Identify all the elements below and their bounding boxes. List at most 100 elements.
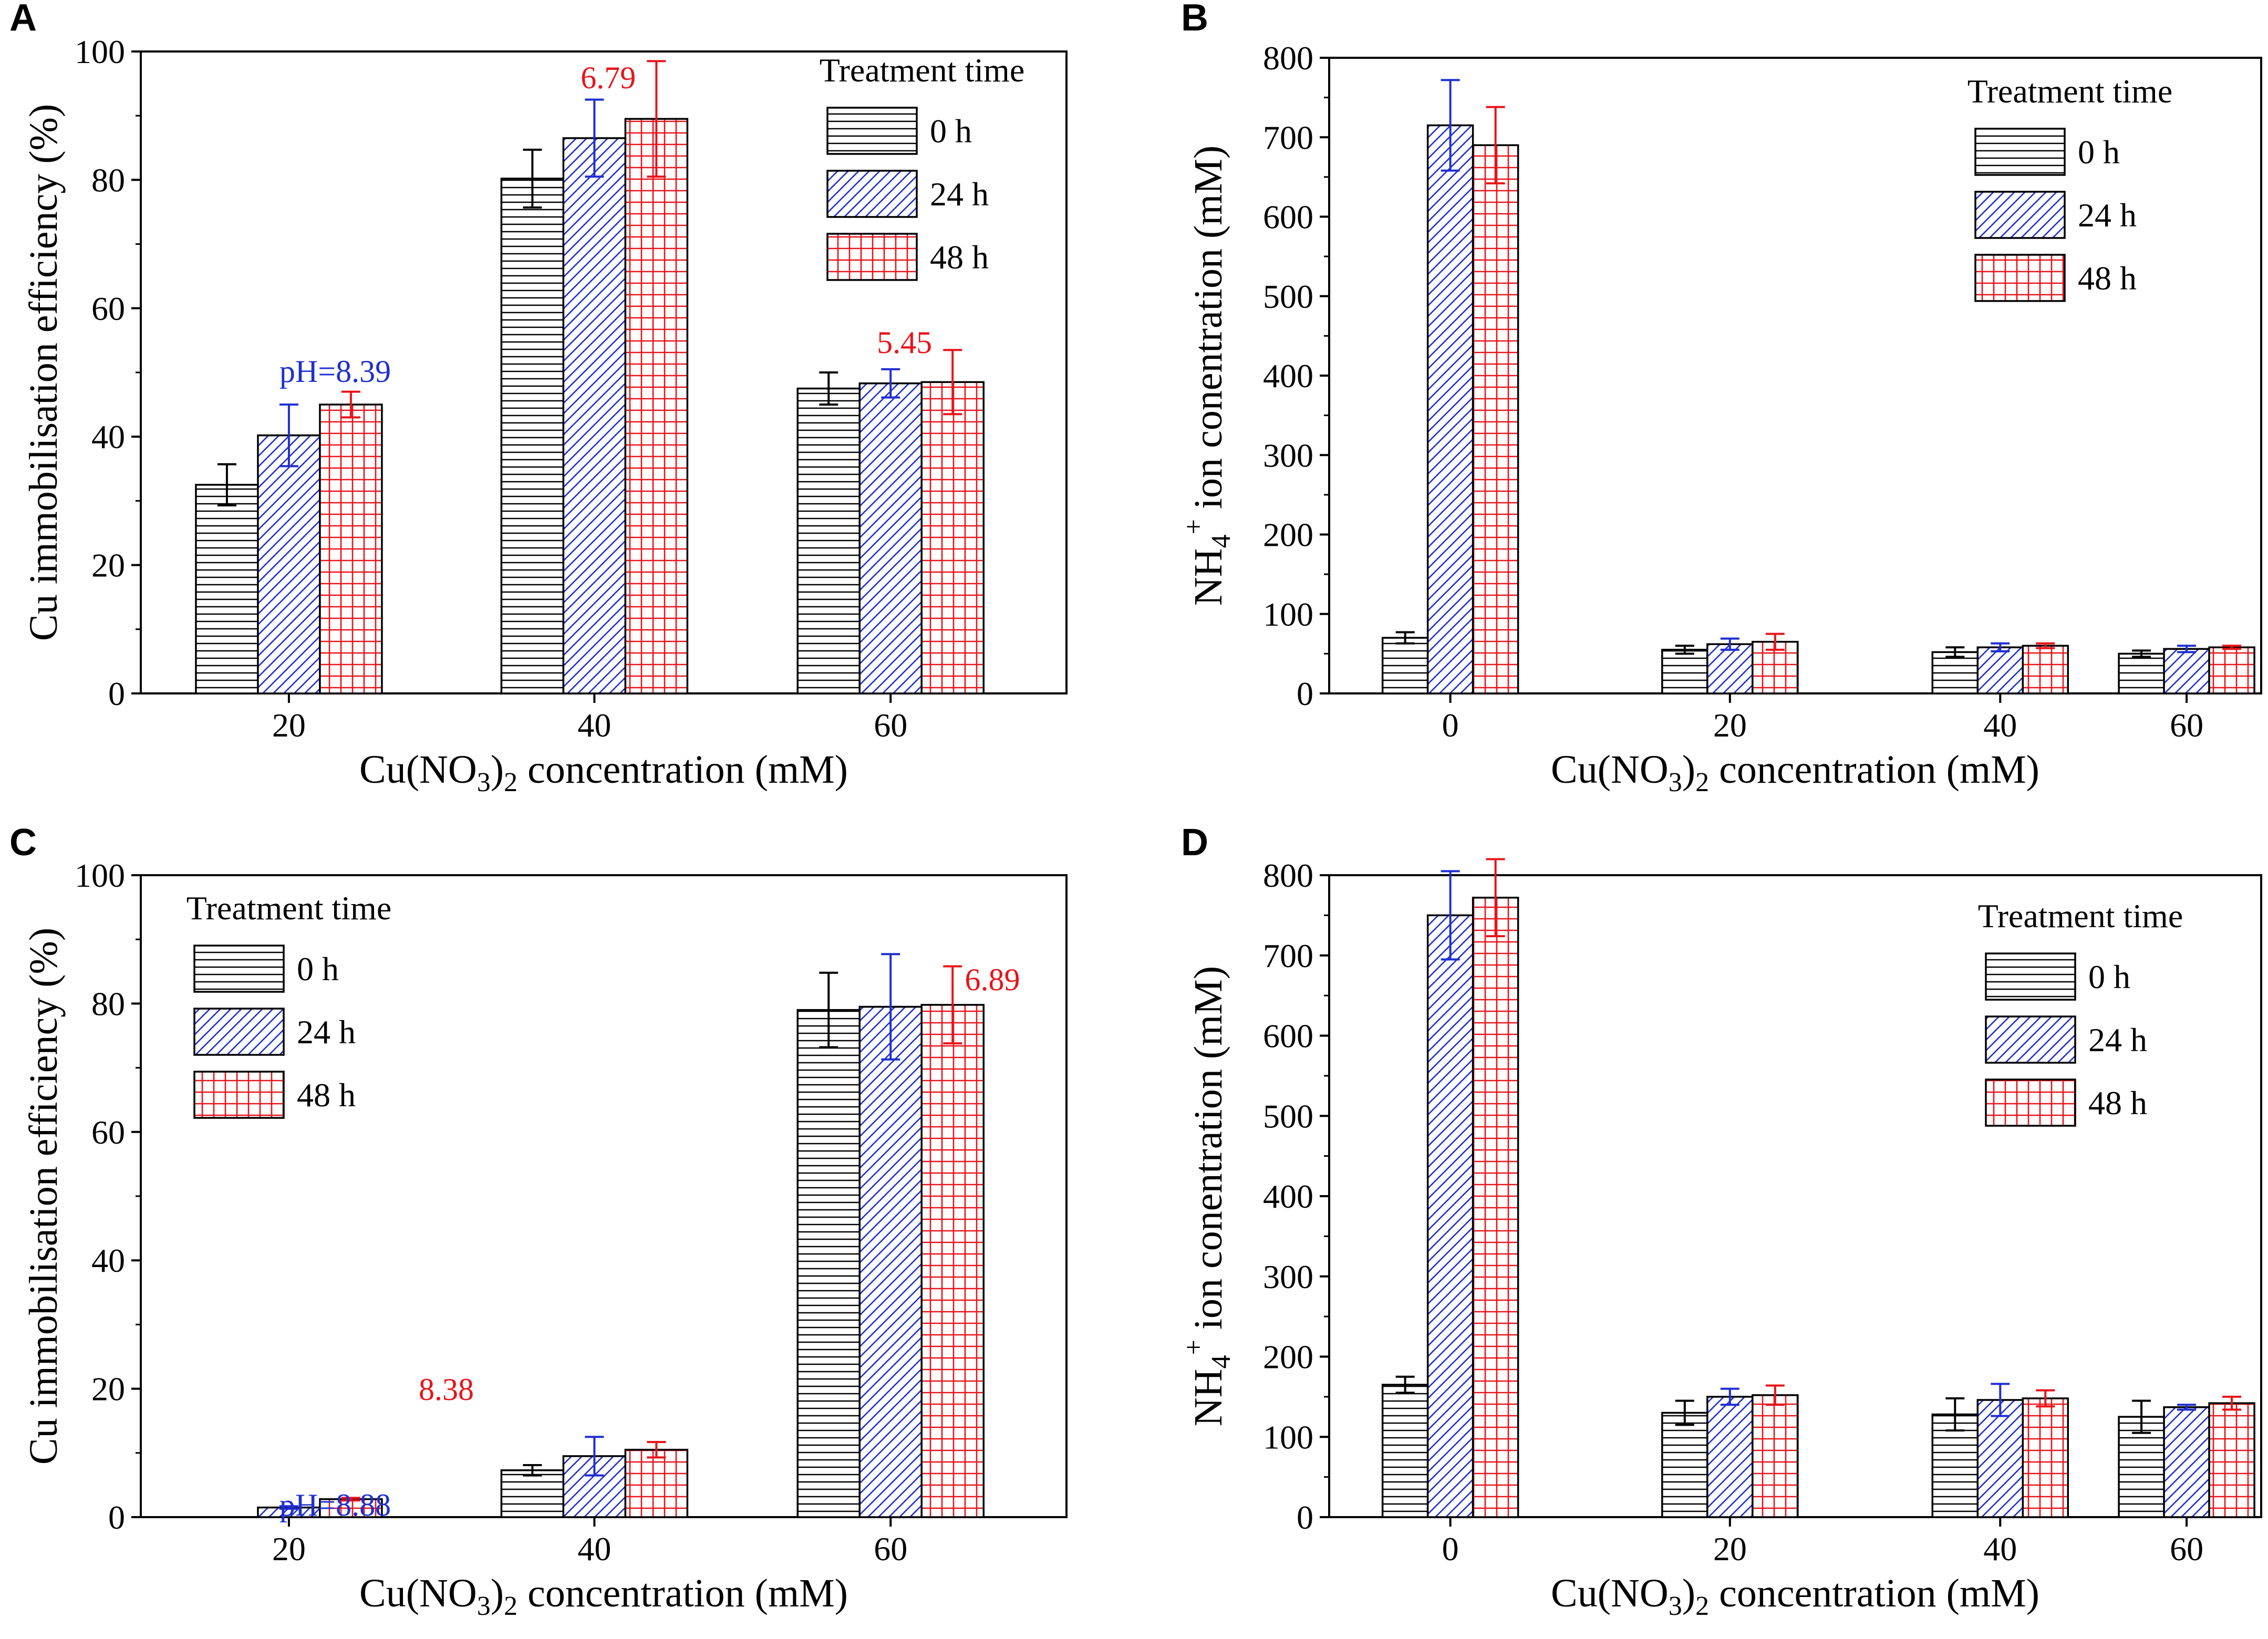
bar-48h — [319, 403, 383, 694]
legend-label: 48 h — [297, 1076, 356, 1114]
x-axis-title-part: 2 — [1695, 767, 1709, 797]
x-axis-title-part: Cu(NO — [359, 1571, 477, 1615]
bar-24h — [1976, 646, 2024, 694]
y-tick-label: 300 — [1263, 437, 1313, 474]
legend-title: Treatment time — [1967, 72, 2172, 110]
x-axis-title-part: 3 — [477, 1591, 491, 1621]
panel-c: C 0 20 40 60 80 100 20 40 60 Cu(NO3)2 concentrati… — [9, 822, 1068, 1621]
x-axis-title: Cu(NO3)2 concentration (mM) — [359, 1571, 848, 1621]
legend-label: 48 h — [2078, 260, 2137, 297]
y-tick-label: 600 — [1263, 1018, 1313, 1055]
ph-annotation: 6.89 — [965, 962, 1020, 997]
bar-48h — [624, 118, 689, 694]
ph-annotation: pH=8.39 — [279, 354, 391, 389]
bar-48h — [2208, 646, 2255, 694]
y-tick-label: 700 — [1263, 119, 1313, 156]
legend-label: 24 h — [297, 1013, 356, 1051]
bar-48h — [920, 1004, 985, 1518]
bar-24h — [1706, 1396, 1754, 1518]
legend-swatch — [826, 107, 918, 155]
x-axis-title-part: Cu(NO — [1551, 1571, 1669, 1615]
x-tick-label: 60 — [874, 707, 907, 744]
x-tick-label: 20 — [272, 1530, 306, 1568]
legend-swatch — [826, 233, 918, 281]
y-tick-label: 800 — [1263, 857, 1313, 894]
x-tick-label: 20 — [272, 707, 306, 744]
legend: Treatment time 0 h 24 h 48 h — [187, 889, 391, 1119]
y-tick-label: 200 — [1263, 1339, 1313, 1376]
x-axis-title-part: 2 — [1695, 1591, 1709, 1621]
bar-24h — [858, 382, 923, 694]
bar-0h — [2118, 652, 2165, 694]
y-tick-label: 700 — [1263, 937, 1313, 974]
x-tick-label: 60 — [2170, 1530, 2203, 1568]
bar-48h — [2022, 645, 2069, 694]
x-tick-label: 40 — [577, 1530, 611, 1568]
bar-0h — [1661, 1412, 1708, 1518]
bar-24h — [562, 137, 627, 694]
bar-0h — [796, 1009, 861, 1518]
panel-letter-d: D — [1181, 822, 1208, 864]
x-axis-title-part: Cu(NO — [359, 748, 477, 792]
panel-letter-b: B — [1181, 0, 1208, 39]
bar-24h — [2163, 648, 2210, 694]
legend-title: Treatment time — [1978, 897, 2183, 935]
y-tick-label: 80 — [91, 985, 125, 1022]
y-tick-label: 300 — [1263, 1258, 1313, 1295]
bar-48h — [624, 1448, 689, 1518]
y-axis-title-part: ion conentration (mM) — [1186, 966, 1230, 1340]
x-axis-title: Cu(NO3)2 concentration (mM) — [359, 748, 848, 797]
y-axis-title: NH4+ ion conentration (mM) — [1179, 966, 1236, 1426]
y-tick-label: 500 — [1263, 278, 1313, 315]
legend-title: Treatment time — [820, 51, 1024, 89]
x-axis-title-part: ) — [1682, 748, 1695, 792]
bar-0h — [1381, 637, 1429, 694]
bar-24h — [1976, 1399, 2024, 1518]
legend-label: 0 h — [2088, 958, 2130, 995]
bar-48h — [1472, 897, 1519, 1518]
x-axis-title-part: Cu(NO — [1551, 748, 1669, 792]
y-tick-label: 0 — [108, 1499, 125, 1536]
x-tick-label: 60 — [2170, 707, 2203, 744]
legend-title: Treatment time — [187, 889, 391, 927]
y-axis-title-sub: 4 — [1206, 534, 1236, 548]
y-tick-label: 200 — [1263, 516, 1313, 554]
y-tick-label: 100 — [1263, 1418, 1313, 1456]
x-tick-label: 60 — [874, 1530, 907, 1568]
y-tick-label: 20 — [91, 1371, 125, 1408]
legend-swatch — [1974, 191, 2066, 239]
legend-label: 24 h — [930, 175, 989, 213]
x-axis-title-part: concentration (mM) — [1709, 1571, 2039, 1615]
x-axis-title-part: 3 — [1669, 1591, 1682, 1621]
y-tick-label: 60 — [91, 1114, 125, 1151]
x-tick-label: 0 — [1442, 707, 1459, 744]
y-tick-label: 400 — [1263, 357, 1313, 395]
legend-label: 0 h — [930, 112, 972, 150]
y-tick-label: 0 — [1297, 675, 1313, 712]
x-axis-title: Cu(NO3)2 concentration (mM) — [1551, 748, 2039, 797]
bar-48h — [1752, 1394, 1799, 1518]
y-tick-label: 40 — [91, 418, 125, 455]
panel-d: D 0 100 200 300 400 500 600 700 800 0 20 40 60 Cu(NO3… — [1179, 822, 2262, 1621]
bar-48h — [920, 381, 985, 694]
bar-0h — [1931, 1413, 1979, 1518]
y-tick-label: 60 — [91, 290, 125, 327]
bar-24h — [257, 434, 321, 694]
legend-swatch — [1985, 952, 2076, 1001]
panel-a: A 0 20 40 60 80 100 20 40 60 Cu(NO3)2 concentrati… — [9, 0, 1068, 797]
bar-24h — [1426, 914, 1474, 1518]
x-tick-label: 20 — [1713, 1530, 1747, 1568]
x-axis-title-part: concentration (mM) — [517, 748, 848, 792]
y-tick-label: 800 — [1263, 39, 1313, 77]
panel-b: B 0 100 200 300 400 500 600 700 800 0 20 40 60 Cu(NO3… — [1179, 0, 2262, 797]
bar-24h — [1706, 643, 1754, 694]
legend-label: 24 h — [2088, 1021, 2147, 1059]
y-axis-title: NH4+ ion conentration (mM) — [1179, 146, 1236, 606]
bar-48h — [2208, 1402, 2255, 1518]
y-axis-title-sub: 4 — [1206, 1355, 1236, 1368]
bar-24h — [858, 1005, 923, 1518]
bar-0h — [500, 1469, 565, 1518]
